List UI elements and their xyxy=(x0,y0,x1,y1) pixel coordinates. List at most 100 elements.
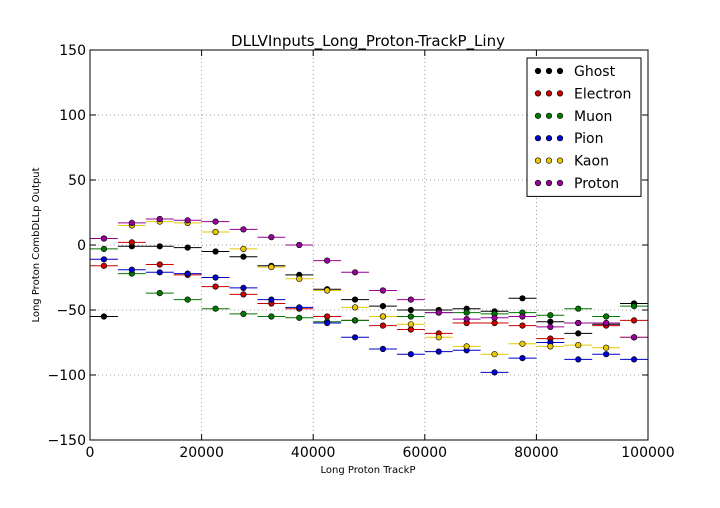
muon-data-point xyxy=(240,310,247,318)
legend-marker-electron xyxy=(556,90,564,97)
proton-data-point xyxy=(156,215,163,223)
legend: Ghost Electron Muon Pion Kaon Proton xyxy=(526,57,642,197)
electron-data-point xyxy=(324,313,331,320)
kaon-data-point xyxy=(379,313,387,320)
muon-data-point xyxy=(156,290,163,297)
tick-layer: 0 20000 40000 60000 80000 100000 −150 −100 −50 0 5… xyxy=(48,43,675,461)
legend-marker-ghost xyxy=(556,67,564,75)
legend-label-muon: Muon xyxy=(574,109,612,125)
kaon-data-point xyxy=(212,228,219,236)
series-layer xyxy=(90,215,648,376)
series-proton xyxy=(90,215,648,341)
y-tick-label: 100 xyxy=(59,108,86,124)
legend-marker-kaon xyxy=(545,157,553,164)
proton-data-point xyxy=(630,334,638,341)
kaon-data-point xyxy=(547,343,554,350)
y-tick-label: −50 xyxy=(56,303,86,319)
muon-data-point xyxy=(603,313,610,320)
legend-marker-proton xyxy=(556,179,564,187)
legend-box xyxy=(526,57,642,197)
legend-label-electron: Electron xyxy=(574,86,631,102)
legend-marker-kaon xyxy=(556,157,564,164)
legend-marker-proton xyxy=(534,179,542,187)
kaon-data-point xyxy=(575,342,582,349)
pion-data-point xyxy=(268,296,275,303)
kaon-data-point xyxy=(519,340,526,347)
y-tick-label: −100 xyxy=(48,368,86,384)
proton-data-point xyxy=(491,314,498,321)
pion-data-point xyxy=(212,274,219,281)
y-tick-label: 0 xyxy=(77,238,86,254)
proton-data-point xyxy=(435,309,442,316)
kaon-data-point xyxy=(351,304,359,311)
pion-data-point xyxy=(128,266,135,273)
muon-data-point xyxy=(407,313,414,320)
legend-marker-electron xyxy=(534,90,542,97)
proton-data-point xyxy=(547,323,554,331)
pion-data-point xyxy=(491,369,498,376)
kaon-data-point xyxy=(463,343,470,350)
electron-data-point xyxy=(212,283,219,290)
legend-label-kaon: Kaon xyxy=(574,154,609,170)
electron-data-point xyxy=(240,291,247,298)
ghost-data-point xyxy=(240,253,247,260)
proton-data-point xyxy=(128,219,135,226)
legend-marker-muon xyxy=(545,112,553,119)
electron-data-point xyxy=(100,262,108,269)
electron-data-point xyxy=(407,326,414,333)
legend-marker-ghost xyxy=(534,67,542,75)
x-tick-label: 100000 xyxy=(621,445,674,461)
pion-data-point xyxy=(240,284,247,292)
ghost-data-point xyxy=(379,303,387,310)
electron-data-point xyxy=(519,322,526,329)
legend-label-pion: Pion xyxy=(574,131,603,147)
legend-label-ghost: Ghost xyxy=(574,64,616,80)
proton-data-point xyxy=(184,217,191,224)
pion-data-point xyxy=(575,356,582,363)
proton-data-point xyxy=(463,316,470,323)
pion-data-point xyxy=(603,351,610,358)
pion-data-point xyxy=(156,269,163,276)
proton-data-point xyxy=(240,226,247,233)
muon-data-point xyxy=(630,303,638,310)
legend-marker-pion xyxy=(534,135,542,142)
ghost-data-point xyxy=(547,318,554,325)
legend-marker-pion xyxy=(556,135,564,142)
ghost-data-point xyxy=(212,248,219,255)
ghost-data-point xyxy=(575,330,582,337)
y-tick-label: 50 xyxy=(68,173,86,189)
muon-data-point xyxy=(463,309,470,316)
electron-data-point xyxy=(491,319,498,327)
ghost-data-point xyxy=(519,295,526,302)
proton-data-point xyxy=(212,218,219,225)
muon-data-point xyxy=(575,305,582,312)
kaon-data-point xyxy=(240,245,247,252)
proton-data-point xyxy=(324,257,331,264)
x-tick-label: 60000 xyxy=(403,445,448,461)
series-pion xyxy=(90,256,648,376)
kaon-data-point xyxy=(296,275,303,282)
kaon-data-point xyxy=(324,287,331,294)
legend-label-proton: Proton xyxy=(574,176,619,192)
ghost-data-point xyxy=(351,296,359,303)
muon-data-point xyxy=(296,314,303,321)
pion-data-point xyxy=(379,345,387,353)
legend-marker-ghost xyxy=(545,67,553,75)
x-tick-label: 40000 xyxy=(291,445,336,461)
y-axis-label: Long Proton CombDLLp Output xyxy=(31,167,42,322)
legend-marker-pion xyxy=(545,135,553,142)
chart-title: DLLVInputs_Long_Proton-TrackP_Liny xyxy=(231,32,505,51)
proton-data-point xyxy=(379,287,387,294)
x-axis-label: Long Proton TrackP xyxy=(321,465,416,476)
muon-data-point xyxy=(212,305,219,312)
proton-data-point xyxy=(351,269,359,276)
pion-data-point xyxy=(296,304,303,311)
pion-data-point xyxy=(324,319,331,327)
kaon-data-point xyxy=(603,344,610,351)
proton-data-point xyxy=(268,234,275,241)
legend-marker-electron xyxy=(545,90,553,97)
pion-data-point xyxy=(184,270,191,277)
pion-data-point xyxy=(630,356,638,363)
legend-marker-muon xyxy=(534,112,542,119)
